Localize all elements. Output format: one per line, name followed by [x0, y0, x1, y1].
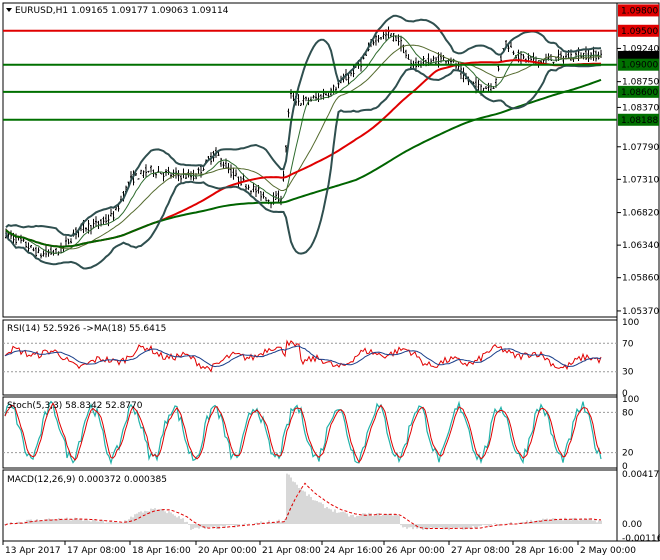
axis-labels: 1.09240 1.08750 1.08370 1.07790 1.07310 1.068… — [2, 44, 660, 556]
time-tick-label: 28 Apr 16:00 — [515, 546, 574, 556]
stoch-tick-label: 80 — [622, 408, 634, 418]
level-tag — [618, 113, 659, 126]
level-label: 1.09500 — [621, 27, 658, 37]
time-tick-label: 13 Apr 2017 — [5, 546, 61, 556]
price-tick-label: 1.05860 — [622, 274, 659, 284]
price-tick-label: 1.07310 — [622, 175, 659, 185]
time-tick-label: 2 May 00:00 — [580, 546, 636, 556]
macd-tick-label: 0.004171 — [622, 470, 660, 480]
time-tick-label: 21 Apr 08:00 — [262, 546, 321, 556]
time-tick-label: 24 Apr 16:00 — [324, 546, 383, 556]
macd-tick-label: -0.001164 — [622, 534, 660, 544]
time-tick-label: 18 Apr 16:00 — [132, 546, 191, 556]
time-tick-label: 26 Apr 00:00 — [386, 546, 445, 556]
stoch-tick-label: 100 — [622, 395, 639, 405]
macd-tick-label: 0.00 — [622, 520, 642, 530]
level-label: 1.09114 — [621, 53, 658, 63]
level-tag — [618, 85, 659, 98]
rsi-ma-line — [4, 345, 602, 368]
macd-series — [4, 473, 602, 531]
bollinger-lower — [5, 64, 602, 270]
time-tick-label: 20 Apr 00:00 — [198, 546, 257, 556]
price-tick-label: 1.08750 — [622, 78, 659, 88]
price-tick-label: 1.09240 — [622, 44, 659, 54]
level-label: 1.09800 — [621, 6, 658, 16]
macd-signal-line — [4, 482, 602, 530]
level-label: 1.09000 — [621, 61, 658, 71]
rsi-title: RSI(14) 52.5926 ->MA(18) 55.6415 — [7, 324, 166, 334]
rsi-tick-label: 30 — [622, 368, 634, 378]
symbol-dropdown-icon[interactable] — [6, 8, 12, 12]
ma-mid-line — [5, 44, 602, 250]
main-pane-frame — [2, 2, 618, 318]
price-tick-label: 1.06340 — [622, 241, 659, 251]
main-title: EURUSD,H1 1.09165 1.09177 1.09063 1.0911… — [15, 6, 229, 16]
price-tick-label: 1.07790 — [622, 143, 659, 153]
bollinger-upper — [5, 14, 602, 237]
macd-title: MACD(12,26,9) 0.000372 0.000385 — [7, 475, 167, 485]
price-tick-label: 1.08370 — [622, 103, 659, 113]
level-tag — [618, 4, 659, 17]
rsi-tick-label: 70 — [622, 339, 634, 349]
ma-fast-line — [5, 35, 602, 254]
stoch-title: Stoch(5,3,3) 58.8342 52.8770 — [7, 401, 143, 411]
stoch-tick-label: 0 — [622, 462, 628, 472]
rsi-series — [3, 339, 617, 373]
level-tag — [618, 24, 659, 37]
price-tick-label: 1.06820 — [622, 209, 659, 219]
stoch-signal-line — [4, 402, 602, 464]
level-label: 1.08600 — [621, 88, 658, 98]
rsi-tick-label: 100 — [622, 318, 639, 328]
price-tick-label: 1.05370 — [622, 307, 659, 317]
level-tag — [618, 58, 659, 71]
stoch-tick-label: 20 — [622, 449, 634, 459]
stoch-main-line — [4, 400, 602, 466]
rsi-tick-label: 0 — [622, 389, 628, 399]
ma-200-line — [5, 78, 602, 248]
stoch-pane-frame — [2, 396, 618, 469]
stoch-series — [3, 400, 617, 466]
time-tick-label: 17 Apr 08:00 — [67, 546, 126, 556]
price-series — [5, 14, 602, 270]
macd-pane-frame — [2, 469, 618, 542]
level-label: 1.08188 — [621, 116, 658, 126]
time-tick-label: 27 Apr 08:00 — [451, 546, 510, 556]
